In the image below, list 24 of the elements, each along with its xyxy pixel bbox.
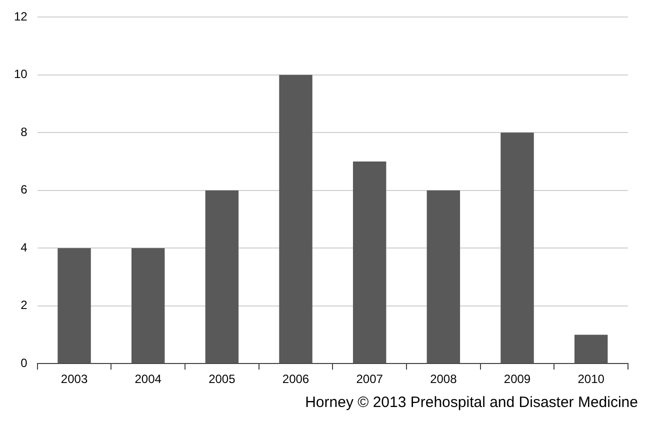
x-tick-label: 2008 <box>430 372 458 386</box>
y-tick-label: 2 <box>20 298 28 312</box>
x-tick-label: 2007 <box>356 372 384 386</box>
x-tick-label: 2004 <box>134 372 162 386</box>
text: Horney © 2013 Prehospital and Disaster Medicine <box>305 394 638 411</box>
x-tick-label: 2003 <box>60 372 88 386</box>
x-tick-label: 2006 <box>282 372 310 386</box>
bar <box>500 132 534 364</box>
bar <box>58 248 91 364</box>
bar <box>426 190 460 364</box>
bar <box>131 248 165 364</box>
bar <box>574 334 608 364</box>
bar <box>205 190 239 364</box>
bar <box>279 74 312 364</box>
x-tick-label: 2005 <box>208 372 236 386</box>
y-tick-label: 0 <box>20 356 28 370</box>
y-tick-label: 6 <box>20 182 28 197</box>
y-tick-label: 8 <box>20 124 28 139</box>
y-tick-label: 12 <box>14 10 28 24</box>
x-tick-label: 2009 <box>504 372 531 386</box>
y-tick-label: 4 <box>20 240 28 254</box>
x-tick-label: 2010 <box>578 372 605 386</box>
bar <box>352 162 386 364</box>
y-tick-label: 10 <box>14 67 28 82</box>
